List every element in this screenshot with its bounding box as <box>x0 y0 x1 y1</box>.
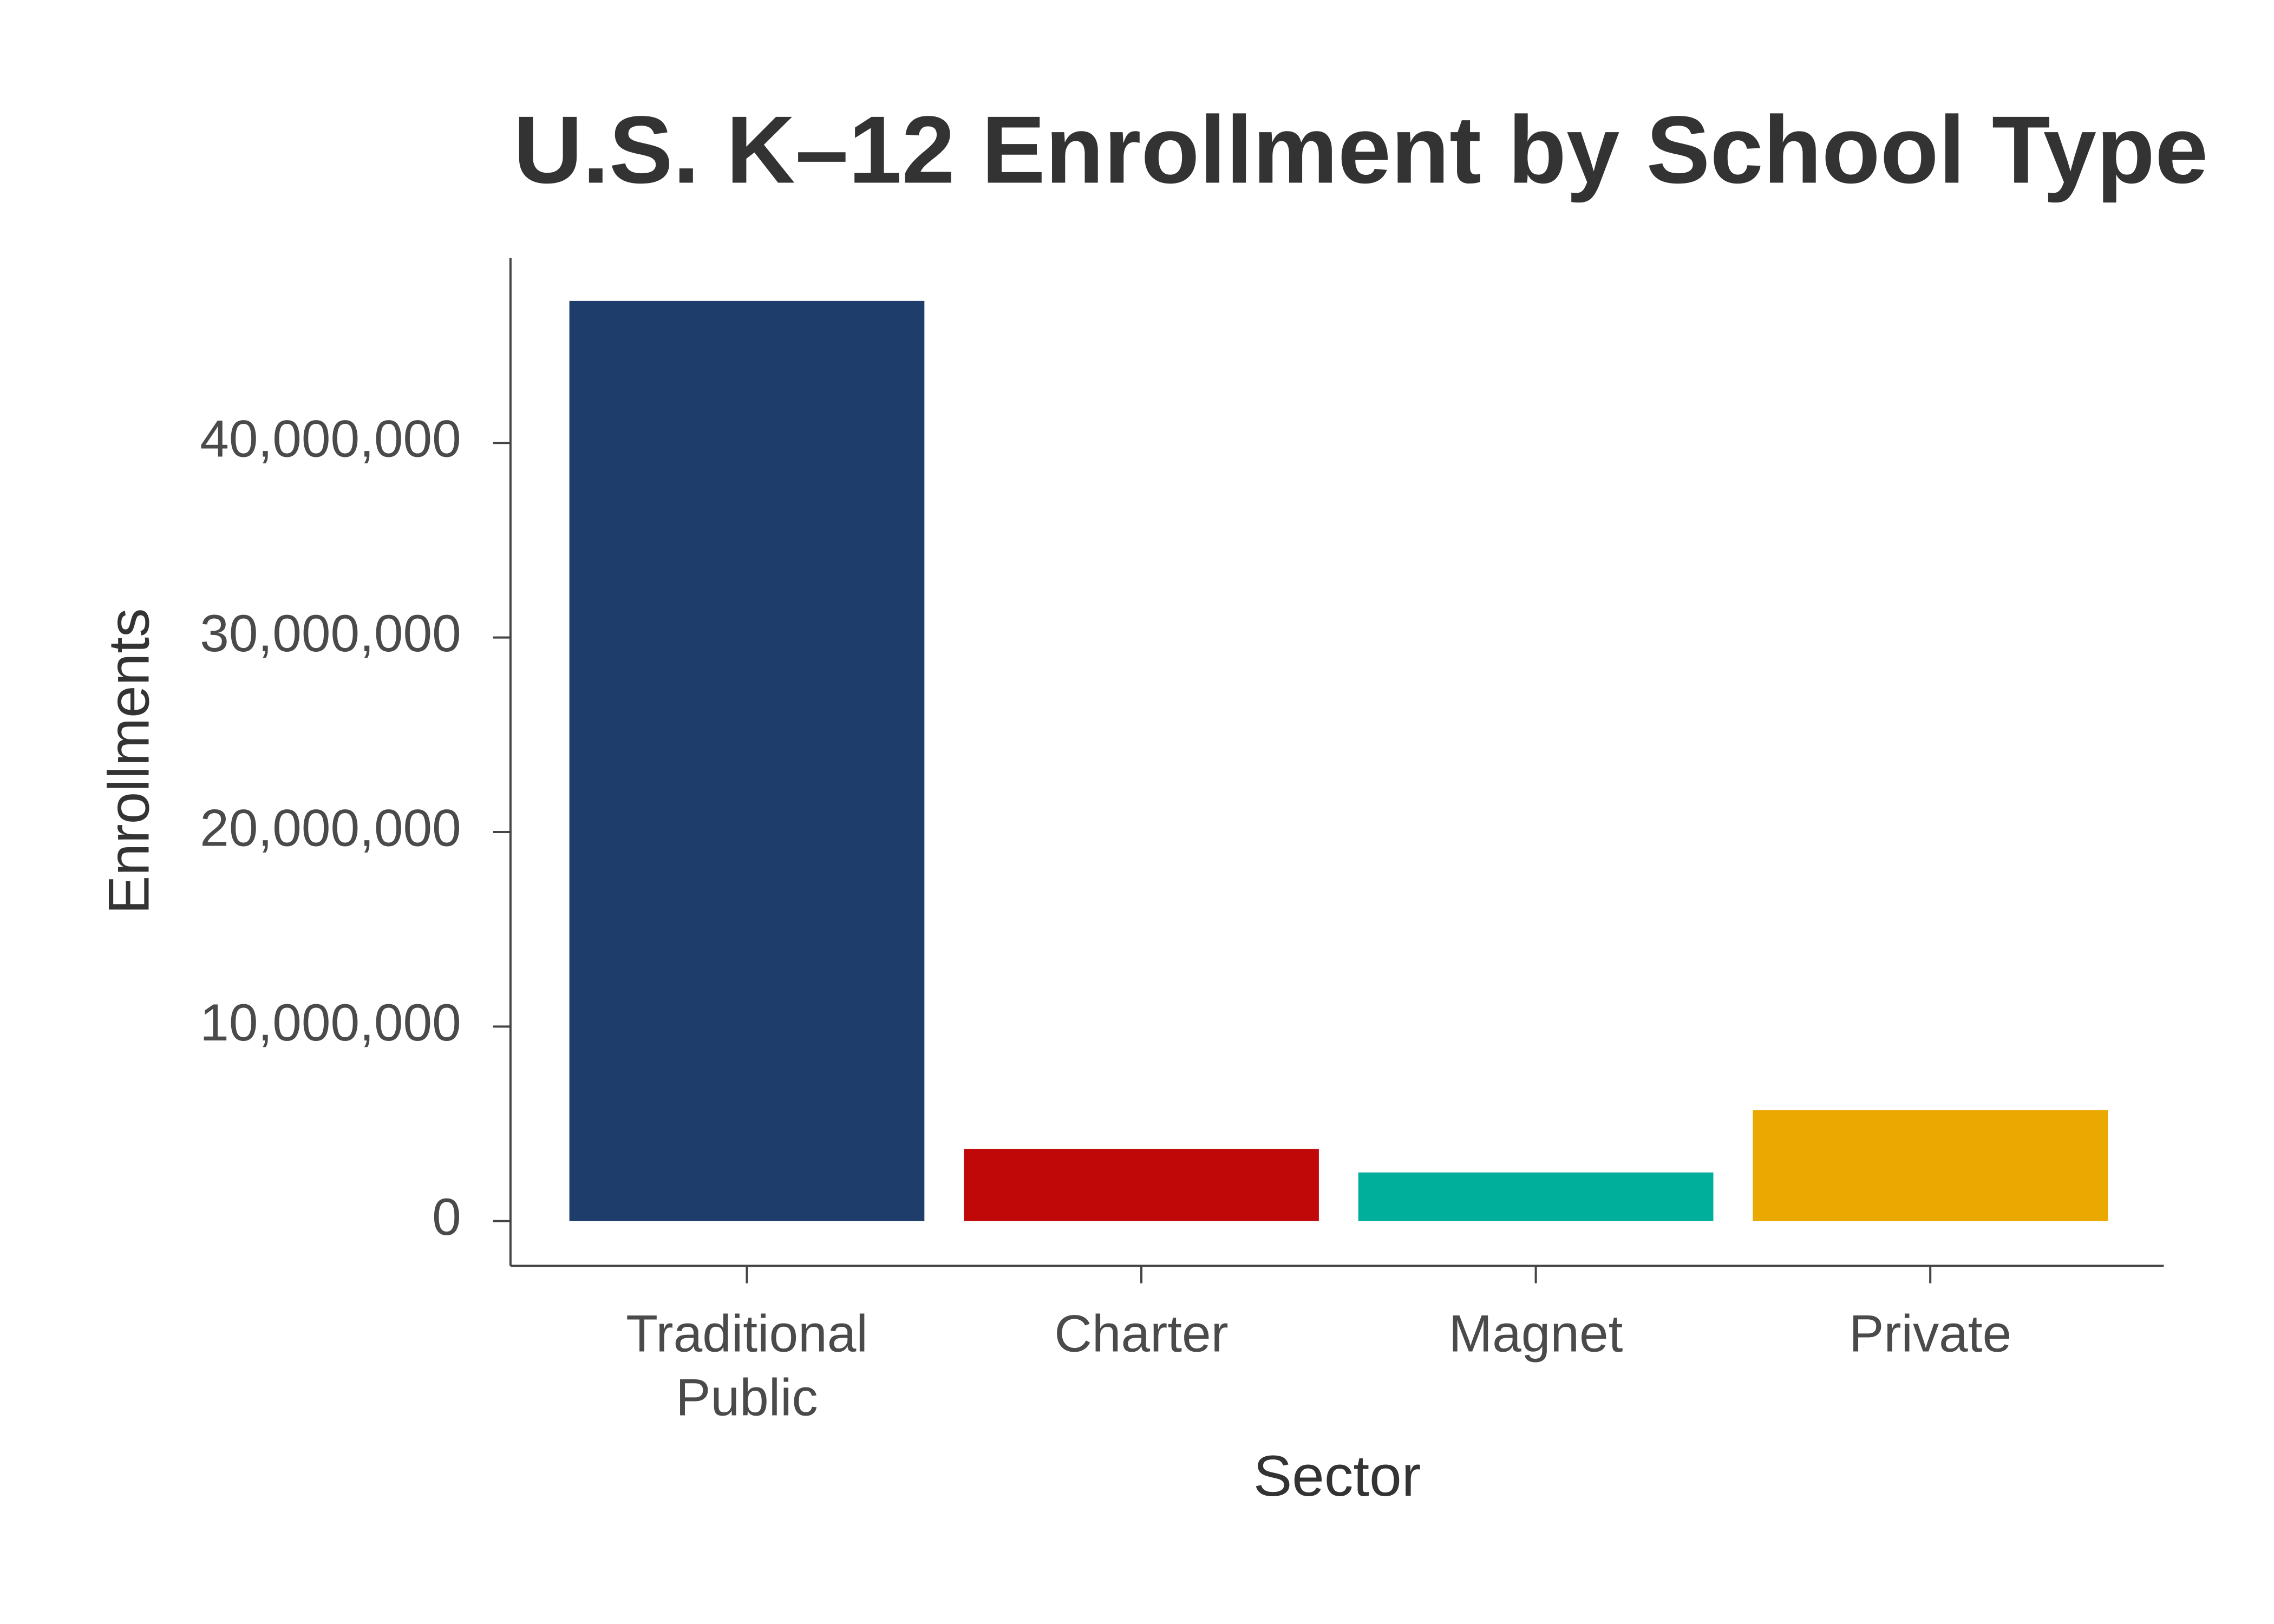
x-tick-label-box: Traditional Public <box>626 1304 868 1427</box>
chart-title: U.S. K–12 Enrollment by School Type <box>513 97 2208 204</box>
bar <box>569 300 925 1221</box>
y-tick-label: 40,000,000 <box>200 410 461 468</box>
bar <box>1358 1172 1714 1221</box>
y-tick-label: 0 <box>432 1188 461 1246</box>
x-tick-label-box: Magnet <box>1448 1304 1623 1363</box>
x-axis-title: Sector <box>1253 1443 1421 1508</box>
y-tick-label: 30,000,000 <box>200 605 461 663</box>
x-tick-label: Charter <box>1054 1304 1229 1363</box>
x-tick-label-box: Charter <box>1054 1304 1229 1363</box>
x-tick-label: Magnet <box>1448 1304 1623 1363</box>
x-tick-label: Traditional Public <box>626 1304 868 1427</box>
y-tick-label: 20,000,000 <box>200 799 461 857</box>
x-tick-label-box: Private <box>1849 1304 2012 1363</box>
x-tick-label: Private <box>1849 1304 2012 1363</box>
bar <box>1753 1110 2108 1221</box>
y-axis-title: Enrollments <box>96 608 161 914</box>
bar <box>964 1149 1319 1221</box>
y-tick-label: 10,000,000 <box>200 994 461 1052</box>
